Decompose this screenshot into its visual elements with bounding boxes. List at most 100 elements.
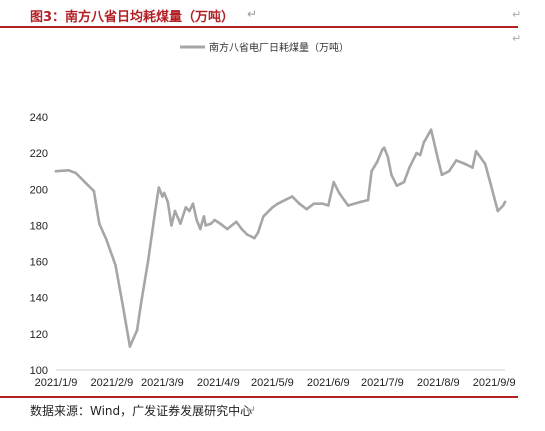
- data-point: [366, 198, 370, 202]
- data-point: [437, 159, 440, 162]
- data-point: [305, 207, 308, 211]
- data-point: [202, 215, 206, 218]
- data-point: [98, 222, 101, 225]
- x-tick-label: 2021/1/9: [35, 377, 78, 389]
- data-point: [496, 209, 500, 213]
- data-point: [390, 173, 393, 177]
- data-point: [235, 220, 238, 224]
- data-point: [382, 146, 386, 149]
- y-tick-label: 100: [30, 365, 48, 377]
- data-point: [346, 204, 350, 207]
- paragraph-mark-icon: ↵: [246, 403, 257, 417]
- data-point: [332, 180, 336, 184]
- data-point: [54, 169, 58, 173]
- data-point: [85, 182, 88, 186]
- data-point: [195, 218, 198, 222]
- x-tick-label: 2021/2/9: [90, 377, 133, 389]
- data-point: [209, 222, 213, 225]
- data-point: [240, 227, 243, 231]
- x-tick-label: 2021/3/9: [141, 377, 184, 389]
- data-point: [199, 227, 202, 231]
- data-point: [139, 303, 143, 307]
- data-point: [327, 204, 330, 207]
- data-point: [184, 206, 188, 209]
- data-point: [359, 200, 363, 204]
- data-point: [179, 222, 182, 225]
- y-tick-label: 240: [30, 112, 48, 124]
- data-point: [447, 169, 451, 173]
- data-point: [256, 231, 260, 234]
- legend: 南方八省电厂日耗煤量（万吨）: [180, 41, 349, 54]
- data-point: [283, 198, 287, 202]
- x-tick-label: 2021/6/9: [307, 377, 350, 389]
- data-point: [114, 263, 117, 267]
- data-point: [276, 202, 280, 205]
- y-tick-label: 160: [30, 257, 48, 269]
- data-point: [471, 166, 474, 169]
- x-tick-label: 2021/5/9: [251, 377, 294, 389]
- data-point: [253, 236, 256, 240]
- data-point: [204, 224, 207, 227]
- data-point: [135, 328, 139, 332]
- data-point: [415, 151, 418, 155]
- data-point: [440, 173, 444, 177]
- data-point: [422, 141, 426, 144]
- y-tick-label: 140: [30, 293, 48, 305]
- data-point: [105, 238, 108, 242]
- data-point: [218, 222, 222, 225]
- y-tick-label: 120: [30, 329, 48, 341]
- data-point: [173, 209, 177, 213]
- data-point: [157, 186, 161, 189]
- data-point: [381, 148, 384, 151]
- y-axis-ticks: 100 120 140 160 180 200 220 240: [30, 112, 48, 377]
- y-tick-label: 220: [30, 148, 48, 160]
- data-point: [455, 159, 458, 162]
- data-point: [245, 233, 249, 236]
- data-point: [290, 195, 294, 198]
- data-point: [74, 171, 78, 175]
- data-point: [161, 195, 164, 198]
- data-point: [321, 202, 325, 205]
- data-point: [146, 260, 150, 263]
- x-tick-label: 2021/4/9: [197, 377, 240, 389]
- data-point: [464, 162, 467, 166]
- figure-title-bar: 图3：南方八省日均耗煤量（万吨） ↵: [0, 0, 518, 28]
- data-point: [128, 345, 132, 348]
- series-line: [54, 128, 507, 348]
- data-point: [474, 150, 478, 153]
- data-point: [395, 184, 399, 187]
- data-point: [408, 166, 411, 169]
- source-bar: 数据来源：Wind，广发证券发展研究中心 ↵: [0, 396, 518, 420]
- data-point: [170, 224, 173, 227]
- y-tick-label: 180: [30, 220, 48, 232]
- data-point: [298, 202, 301, 205]
- x-tick-label: 2021/7/9: [361, 377, 404, 389]
- data-point: [162, 191, 166, 195]
- data-point: [337, 191, 341, 195]
- data-point: [226, 227, 229, 231]
- data-point: [121, 303, 124, 307]
- data-point: [386, 155, 390, 159]
- data-point: [501, 204, 505, 207]
- data-point: [92, 189, 96, 193]
- source-note: 数据来源：Wind，广发证券发展研究中心: [30, 404, 253, 418]
- data-point: [370, 169, 373, 173]
- corner-mark-icon: ↵: [512, 32, 522, 45]
- x-axis-ticks: 2021/1/9 2021/2/9 2021/3/9 2021/4/9 2021/5/9…: [35, 377, 516, 389]
- data-point: [489, 182, 492, 186]
- data-point: [67, 169, 70, 172]
- data-point: [271, 206, 274, 209]
- data-point: [153, 209, 157, 213]
- data-point: [402, 180, 406, 184]
- x-tick-label: 2021/8/9: [417, 377, 460, 389]
- data-point: [262, 215, 265, 218]
- data-points: [54, 128, 507, 348]
- corner-mark-icon: ↵: [512, 8, 522, 21]
- data-point: [191, 202, 195, 205]
- data-point: [166, 200, 170, 204]
- x-tick-label: 2021/9/9: [473, 377, 516, 389]
- data-point: [483, 162, 487, 166]
- figure-title: 图3：南方八省日均耗煤量（万吨）: [30, 10, 235, 25]
- legend-label: 南方八省电厂日耗煤量（万吨）: [209, 41, 349, 54]
